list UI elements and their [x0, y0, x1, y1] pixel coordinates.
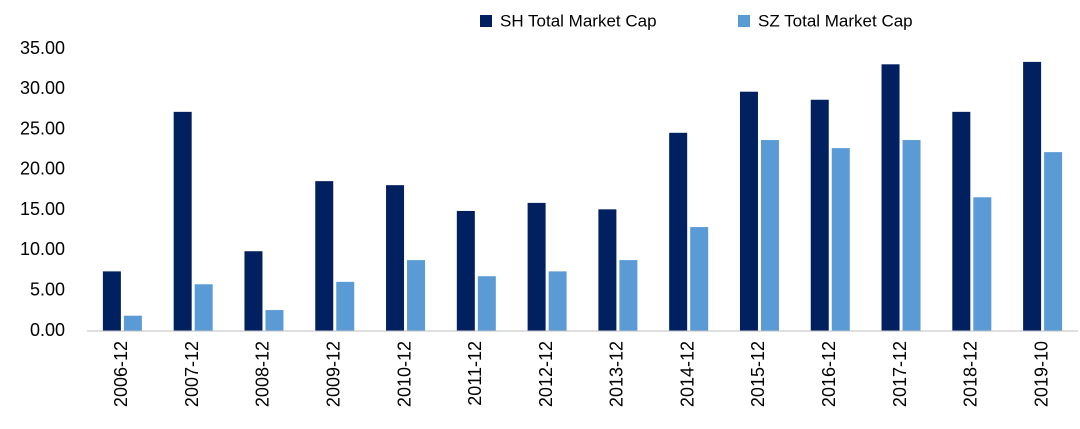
- y-tick-label: 0.00: [30, 320, 65, 340]
- y-tick-label: 20.00: [20, 159, 65, 179]
- bar: [1023, 61, 1042, 332]
- legend-label: SH Total Market Cap: [500, 11, 657, 30]
- x-tick-label: 2007-12: [182, 341, 202, 407]
- y-tick-label: 25.00: [20, 118, 65, 138]
- bar: [973, 197, 992, 331]
- bar: [123, 315, 142, 331]
- bar: [265, 310, 284, 331]
- bar: [810, 99, 829, 331]
- bar: [244, 251, 263, 331]
- bar: [831, 148, 850, 331]
- x-tick-label: 2009-12: [324, 341, 344, 407]
- bar: [902, 140, 921, 331]
- bar: [881, 64, 900, 332]
- x-tick-label: 2006-12: [111, 341, 131, 407]
- bar: [194, 284, 213, 331]
- bar: [336, 281, 355, 331]
- bar: [407, 260, 426, 331]
- bar: [102, 271, 121, 331]
- x-tick-label: 2011-12: [465, 341, 485, 406]
- x-tick-label: 2018-12: [961, 341, 981, 407]
- y-tick-label: 30.00: [20, 78, 65, 98]
- bar: [739, 91, 758, 332]
- bar: [315, 181, 334, 331]
- y-tick-label: 15.00: [20, 199, 65, 219]
- y-tick-label: 35.00: [20, 38, 65, 58]
- bar: [456, 210, 475, 331]
- legend-label: SZ Total Market Cap: [758, 11, 913, 30]
- x-tick-label: 2014-12: [677, 341, 697, 407]
- y-tick-label: 10.00: [20, 239, 65, 259]
- bar: [527, 202, 546, 331]
- bar: [619, 260, 638, 331]
- bar: [952, 111, 971, 332]
- bar: [1044, 152, 1063, 331]
- bar: [386, 185, 405, 331]
- x-tick-label: 2019-10: [1031, 341, 1051, 407]
- bar: [173, 111, 192, 332]
- y-tick-label: 5.00: [30, 279, 65, 299]
- bar: [598, 209, 617, 331]
- bar: [690, 227, 709, 331]
- legend-swatch: [738, 15, 750, 27]
- x-tick-label: 2008-12: [253, 341, 273, 407]
- x-tick-label: 2012-12: [536, 341, 556, 407]
- x-tick-label: 2016-12: [819, 341, 839, 407]
- bar: [477, 276, 496, 331]
- x-tick-label: 2017-12: [890, 341, 910, 407]
- legend-swatch: [480, 15, 492, 27]
- x-tick-label: 2013-12: [607, 341, 627, 407]
- x-tick-label: 2015-12: [748, 341, 768, 407]
- bar: [548, 271, 567, 331]
- bar: [760, 140, 779, 331]
- x-tick-label: 2010-12: [394, 341, 414, 407]
- bar: [669, 132, 688, 331]
